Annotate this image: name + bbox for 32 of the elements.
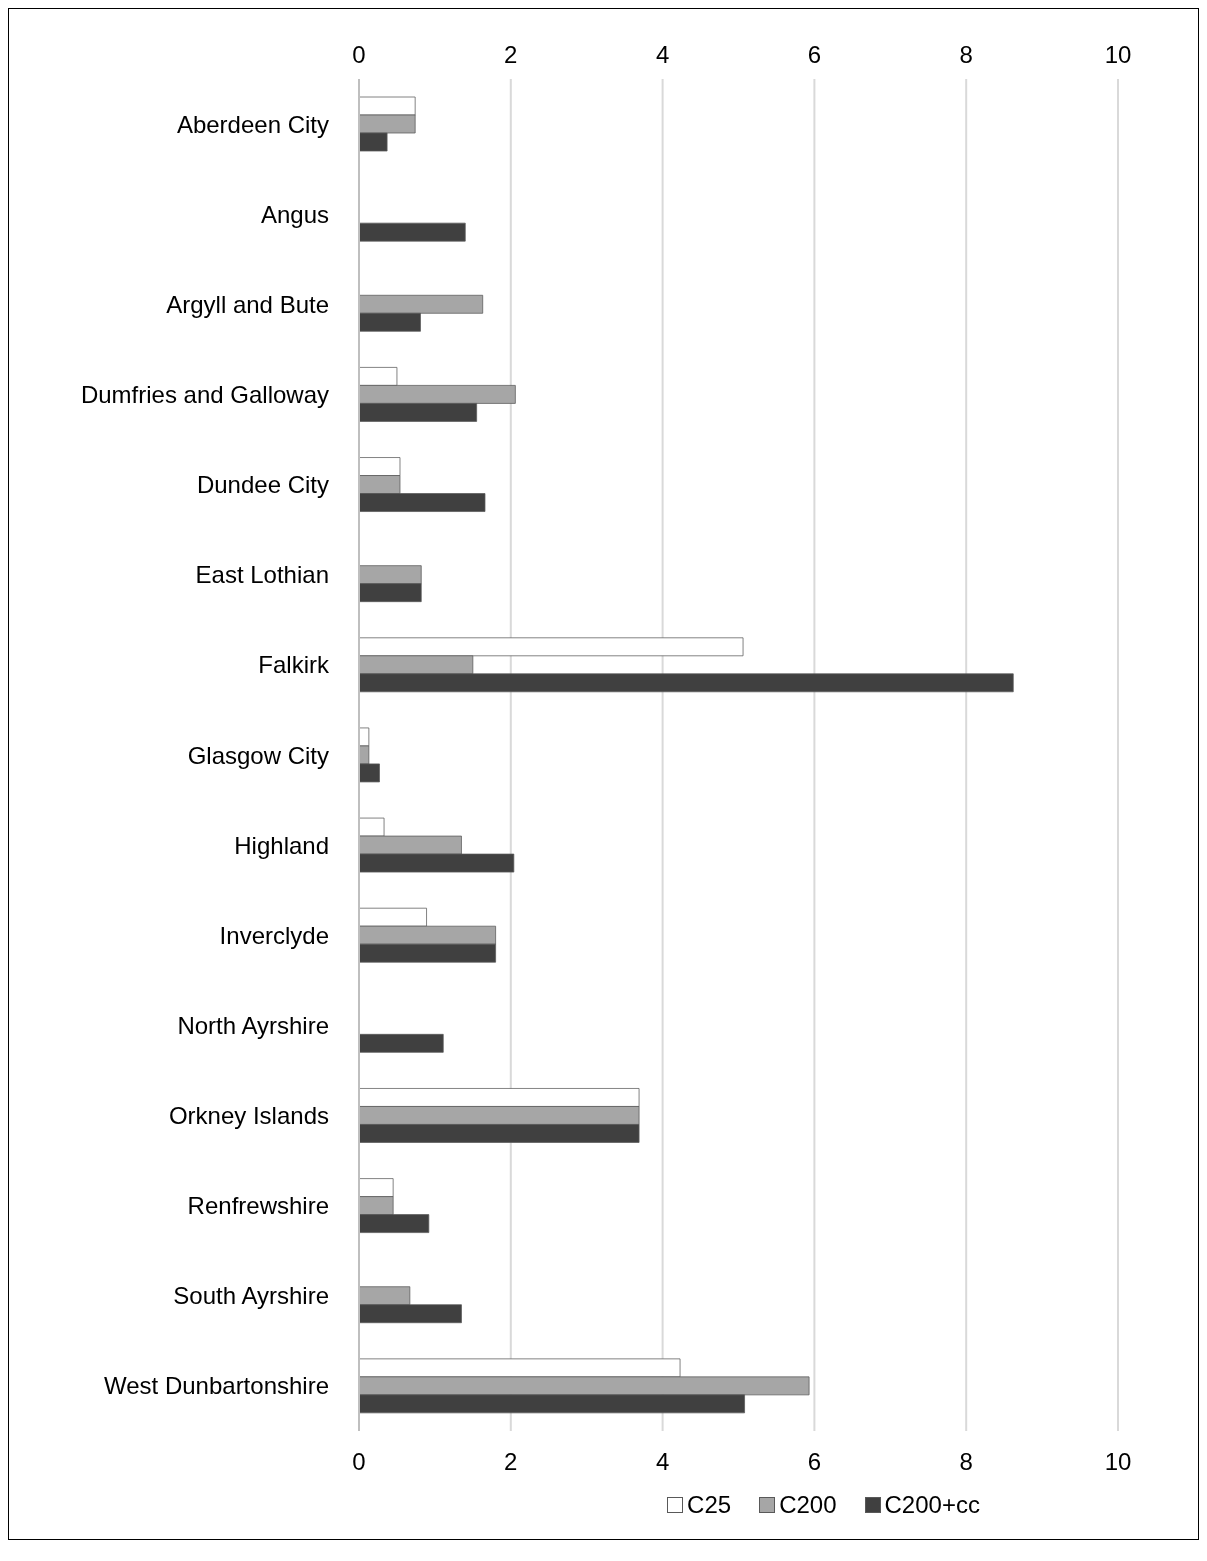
- legend-label: C200+cc: [884, 1491, 980, 1519]
- y-tick-label: Highland: [234, 831, 329, 859]
- y-tick-label: Aberdeen City: [176, 110, 329, 138]
- x-tick-label: 0: [352, 41, 366, 68]
- y-tick-label: Dumfries and Galloway: [80, 380, 329, 408]
- x2-tick-label: 4: [655, 1448, 670, 1476]
- y-tick-label: Angus: [260, 200, 329, 228]
- x2-tick-label: 0: [352, 1448, 366, 1476]
- bar: [359, 1033, 444, 1053]
- y-tick-label: Dundee City: [196, 471, 329, 499]
- y-tick-label: Argyll and Bute: [166, 290, 329, 318]
- y-tick-label: Renfrewshire: [187, 1192, 329, 1220]
- x2-tick-label: 6: [807, 1448, 822, 1476]
- x-tick-label: 4: [655, 41, 670, 68]
- x-tick-label: 8: [959, 41, 973, 68]
- x-tick-label: 2: [504, 41, 518, 68]
- y-tick-label: West Dunbartonshire: [104, 1372, 329, 1400]
- y-tick-label: North Ayrshire: [177, 1011, 329, 1039]
- x-tick-label: 6: [807, 41, 822, 68]
- bar: [359, 222, 466, 242]
- y-tick-label: Falkirk: [258, 651, 330, 679]
- y-tick-label: South Ayrshire: [173, 1282, 329, 1310]
- x2-tick-label: 8: [959, 1448, 973, 1476]
- y-tick-label: East Lothian: [195, 561, 329, 589]
- legend-label: C25: [687, 1491, 732, 1519]
- y-tick-label: Inverclyde: [219, 921, 329, 949]
- x2-tick-label: 10: [1104, 1448, 1132, 1476]
- x2-tick-label: 2: [504, 1448, 518, 1476]
- x-tick-label: 10: [1104, 41, 1132, 68]
- y-tick-label: Glasgow City: [187, 741, 329, 769]
- y-tick-label: Orkney Islands: [168, 1102, 329, 1130]
- legend-label: C200: [779, 1491, 837, 1519]
